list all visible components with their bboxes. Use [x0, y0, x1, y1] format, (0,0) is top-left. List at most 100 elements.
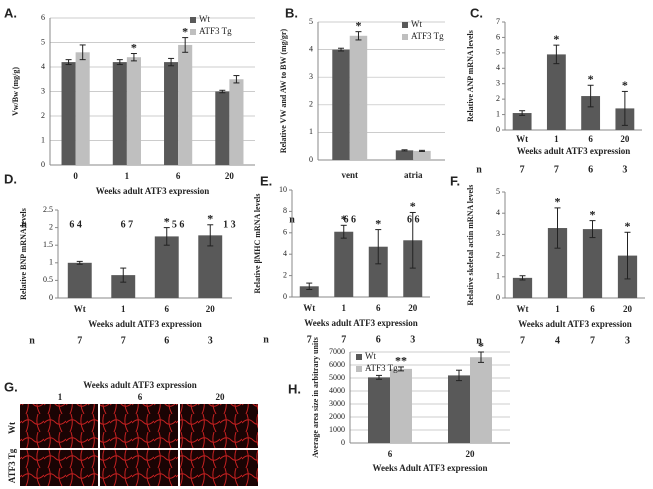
significance-label: *	[375, 216, 381, 230]
y-tick-label: 3000	[329, 399, 345, 408]
n-value: 6 7	[121, 219, 134, 230]
n-value: 7	[554, 164, 559, 175]
bar	[299, 286, 319, 297]
legend-swatch	[356, 354, 362, 360]
panel-letter: D.	[4, 171, 17, 186]
n-value: 7	[307, 334, 312, 345]
y-tick-label: 1	[309, 127, 313, 136]
micrograph	[20, 404, 98, 448]
n-value: 6	[376, 334, 381, 345]
n-value: 3	[410, 334, 415, 345]
column-label: 6	[138, 392, 143, 402]
n-value: 4	[555, 335, 560, 346]
x-tick-label: 6	[590, 304, 595, 314]
y-axis-label: Average area size in arbitrary units	[311, 337, 320, 458]
bar	[154, 236, 179, 298]
y-tick-label: 2	[49, 222, 53, 231]
significance-label: *	[478, 339, 484, 353]
y-tick-label: 0.5	[43, 275, 53, 284]
significance-label: *	[625, 219, 631, 233]
panel-letter: A.	[4, 5, 17, 20]
bar	[126, 57, 141, 166]
y-tick-label: 1000	[329, 425, 345, 434]
x-axis-label: Weeks adult ATF3 expression	[517, 146, 630, 156]
y-tick-label: 4	[496, 208, 500, 217]
y-tick-label: 4	[41, 62, 45, 71]
x-tick-label: Wt	[516, 134, 528, 144]
x-tick-label: 1	[342, 303, 347, 313]
x-axis-label: Weeks Adult ATF3 expression	[373, 463, 488, 473]
legend-label: ATF3 Tg	[365, 363, 398, 373]
column-label: 1	[58, 392, 63, 402]
y-tick-label: 3	[309, 72, 313, 81]
y-tick-label: 0	[49, 293, 53, 302]
bar	[75, 52, 90, 165]
x-tick-label: 20	[225, 171, 235, 181]
y-tick-label: 3	[496, 79, 500, 88]
bar	[112, 62, 127, 165]
n-value: 7	[341, 334, 346, 345]
n-label: n	[29, 335, 35, 346]
n-label: n	[476, 335, 482, 346]
bar	[395, 150, 414, 160]
n-value: 7	[520, 335, 525, 346]
n-value: 7	[121, 335, 126, 346]
y-tick-label: 5	[496, 187, 500, 196]
n-value: 5 6	[172, 219, 185, 230]
n-value: 7	[590, 335, 595, 346]
y-tick-label: 4	[496, 63, 500, 72]
y-tick-label: 6	[283, 228, 287, 237]
significance-label: *	[622, 78, 628, 92]
y-tick-label: 1	[496, 109, 500, 118]
n-label: n	[476, 164, 482, 175]
bar	[368, 377, 390, 443]
bar	[61, 62, 76, 165]
panel-letter: H.	[288, 381, 301, 396]
n-label: n	[263, 334, 269, 345]
n-value: 1 3	[223, 219, 236, 230]
bar	[582, 229, 603, 298]
y-tick-label: 6	[41, 13, 45, 22]
y-tick-label: 5	[309, 17, 313, 26]
bar	[547, 228, 568, 298]
y-tick-label: 0	[496, 125, 500, 134]
y-tick-label: 1.5	[43, 240, 53, 249]
x-tick-label: Wt	[74, 304, 86, 314]
legend-swatch	[190, 29, 196, 35]
bar	[390, 368, 412, 443]
y-tick-label: 2	[309, 100, 313, 109]
y-tick-label: 0	[496, 293, 500, 302]
micrograph	[180, 404, 258, 448]
bar	[198, 235, 223, 298]
y-tick-label: 8	[283, 206, 287, 215]
y-tick-label: 7000	[329, 347, 345, 356]
x-tick-label: 1	[125, 171, 130, 181]
x-axis-label: Weeks adult ATF3 expression	[518, 319, 631, 329]
y-axis-label: Relative ANP mRNA levels	[466, 30, 475, 122]
micrograph	[100, 404, 178, 448]
significance-label: *	[341, 212, 347, 226]
y-tick-label: 7	[496, 17, 500, 26]
y-tick-label: 2	[496, 250, 500, 259]
y-tick-label: 1	[496, 272, 500, 281]
x-tick-label: 0	[73, 171, 78, 181]
bar	[334, 231, 354, 297]
x-tick-label: 6	[165, 304, 170, 314]
y-tick-label: 2.5	[43, 205, 53, 214]
bar	[229, 79, 244, 165]
x-tick-label: 6	[376, 303, 381, 313]
y-tick-label: 3	[41, 86, 45, 95]
bar	[178, 44, 193, 166]
y-tick-label: 1	[49, 258, 53, 267]
n-value: 3	[625, 335, 630, 346]
micrograph	[100, 450, 178, 486]
y-tick-label: 4000	[329, 386, 345, 395]
significance-label: *	[590, 207, 596, 221]
y-tick-label: 2000	[329, 412, 345, 421]
x-tick-label: vent	[342, 170, 359, 180]
y-tick-label: 10	[279, 185, 287, 194]
column-label: 20	[216, 392, 226, 402]
bar	[67, 262, 92, 298]
x-tick-label: 20	[623, 304, 633, 314]
